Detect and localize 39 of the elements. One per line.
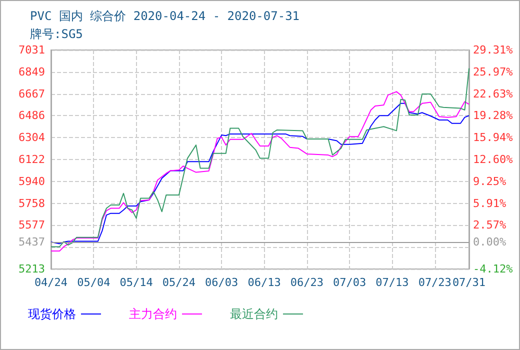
x-tick-label: 07/13	[376, 276, 409, 289]
legend-label: 主力合约	[129, 307, 177, 321]
legend-label: 现货价格	[28, 307, 76, 321]
legend-label: 最近合约	[230, 307, 278, 321]
y2-tick-label: 25.97%	[473, 65, 514, 78]
y-tick-label: 6486	[18, 109, 45, 122]
y2-tick-label: 19.28%	[473, 109, 514, 122]
y-tick-label: 5577	[18, 218, 45, 232]
x-tick-label: 07/31	[452, 276, 486, 289]
chart-title: PVC 国内 综合价 2020-04-24 - 2020-07-31	[30, 9, 300, 23]
x-tick-label: 06/23	[290, 276, 324, 289]
y-tick-label: 5437	[18, 236, 45, 249]
y2-tick-label: 9.25%	[473, 174, 506, 188]
y-tick-label: 6667	[18, 87, 45, 100]
y2-tick-label: -4.12%	[473, 262, 514, 276]
y2-tick-label: 29.31%	[473, 44, 514, 56]
y-tick-label: 5940	[18, 174, 45, 188]
x-tick-label: 04/24	[34, 276, 68, 289]
y-tick-label: 6849	[18, 65, 45, 78]
y-tick-label: 6122	[18, 153, 45, 166]
y-tick-label: 5213	[18, 262, 45, 276]
y2-tick-label: 15.94%	[473, 131, 514, 144]
y2-tick-label: 12.60%	[473, 152, 514, 166]
y-tick-label: 6304	[18, 131, 46, 144]
y2-tick-label: 22.63%	[473, 87, 514, 100]
x-tick-label: 06/03	[205, 276, 238, 289]
y-tick-label: 7031	[18, 44, 45, 56]
chart-subtitle: 牌号:SG5	[30, 27, 83, 41]
x-tick-label: 05/14	[120, 276, 154, 289]
y2-tick-label: 5.91%	[473, 196, 506, 210]
x-tick-label: 07/03	[333, 276, 366, 289]
x-tick-label: 07/23	[418, 276, 452, 289]
y2-tick-label: 0.00%	[473, 236, 506, 249]
x-tick-label: 05/24	[162, 276, 196, 289]
x-tick-label: 06/13	[248, 276, 281, 289]
y-tick-label: 5758	[18, 196, 45, 210]
x-tick-label: 05/04	[77, 276, 111, 289]
line-series	[50, 68, 470, 248]
y2-tick-label: 2.57%	[473, 218, 506, 232]
